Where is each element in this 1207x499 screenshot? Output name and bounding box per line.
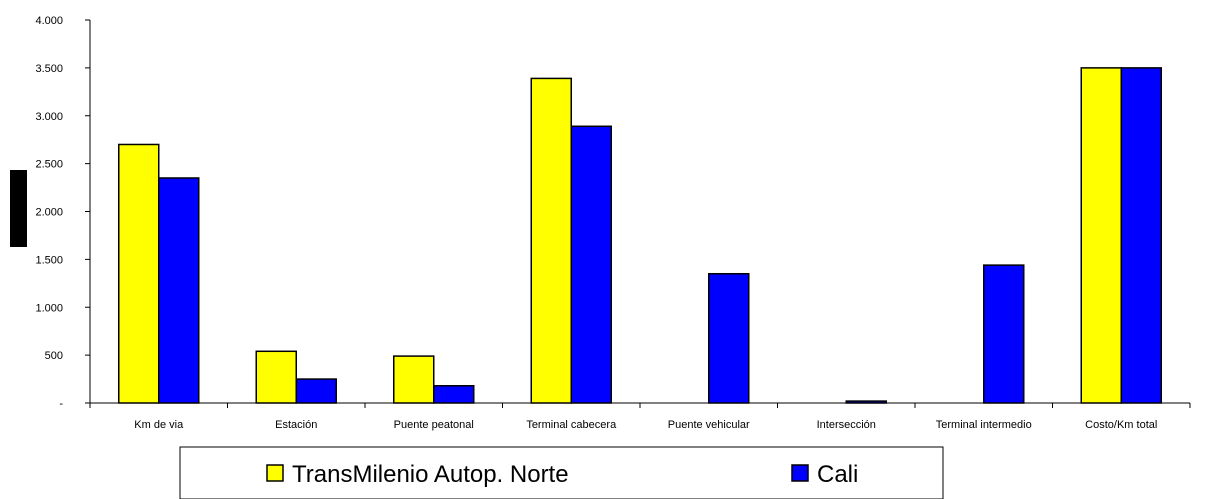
x-tick-label: Terminal intermedio bbox=[936, 419, 1032, 431]
y-tick-label: 1.000 bbox=[35, 302, 63, 314]
y-tick-label: - bbox=[59, 398, 63, 410]
x-tick-label: Estación bbox=[275, 419, 317, 431]
legend-label: Cali bbox=[817, 461, 858, 488]
bar-cali bbox=[434, 386, 474, 403]
bar-transmilenio bbox=[394, 356, 434, 403]
x-tick-label: Km de via bbox=[134, 419, 184, 431]
bar-cali bbox=[846, 401, 886, 403]
bar-cali bbox=[159, 178, 199, 403]
legend-label: TransMilenio Autop. Norte bbox=[292, 461, 569, 488]
x-tick-label: Intersección bbox=[817, 419, 876, 431]
y-tick-label: 3.000 bbox=[35, 111, 63, 123]
legend-swatch bbox=[267, 465, 283, 481]
y-axis: - 500 1.000 1.500 2.000 2.500 3.000 3.500 4.000 bbox=[35, 15, 90, 410]
legend-swatch bbox=[792, 465, 808, 481]
y-axis-title-placeholder bbox=[10, 170, 27, 247]
legend: TransMilenio Autop. Norte Cali bbox=[180, 447, 943, 499]
bar-transmilenio bbox=[119, 144, 159, 403]
bar-transmilenio bbox=[256, 351, 296, 403]
bar-cali bbox=[571, 126, 611, 403]
y-tick-label: 2.000 bbox=[35, 207, 63, 219]
x-axis: Km de via Estación Puente peatonal Terminal… bbox=[90, 403, 1190, 431]
bar-transmilenio bbox=[1081, 68, 1121, 403]
bar-cali bbox=[296, 379, 336, 403]
bar-cali bbox=[984, 265, 1024, 403]
bar-transmilenio bbox=[531, 78, 571, 403]
y-tick-label: 3.500 bbox=[35, 63, 63, 75]
y-tick-label: 2.500 bbox=[35, 159, 63, 171]
x-tick-label: Puente vehicular bbox=[668, 419, 750, 431]
bar-cali bbox=[709, 274, 749, 403]
y-tick-label: 500 bbox=[45, 350, 63, 362]
y-tick-label: 4.000 bbox=[35, 15, 63, 27]
x-tick-label: Terminal cabecera bbox=[526, 419, 617, 431]
bars bbox=[119, 68, 1162, 403]
bar-cali bbox=[1121, 68, 1161, 403]
x-tick-label: Puente peatonal bbox=[394, 419, 474, 431]
y-tick-label: 1.500 bbox=[35, 254, 63, 266]
x-tick-label: Costo/Km total bbox=[1085, 419, 1157, 431]
